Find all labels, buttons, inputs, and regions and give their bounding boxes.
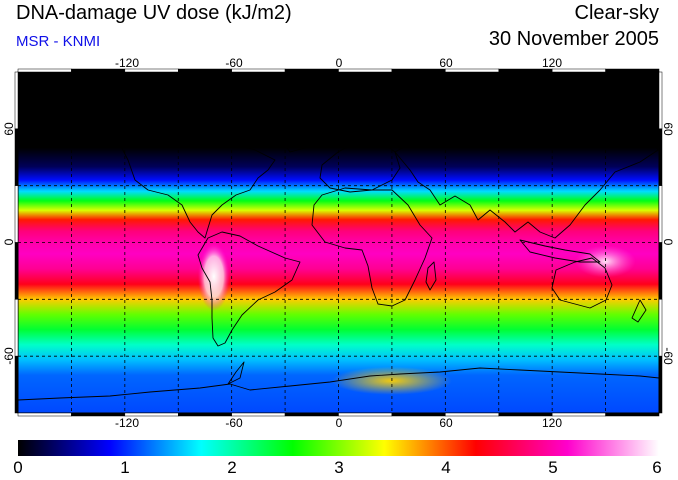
frame-tick-bottom — [284, 412, 339, 417]
lon-label-bottom: -60 — [225, 416, 243, 430]
lat-label-left: 60 — [2, 122, 16, 136]
lon-label-top: 0 — [336, 56, 343, 70]
coastline-north-america — [39, 104, 276, 239]
frame-tick-bottom — [605, 412, 660, 417]
sky-condition-label: Clear-sky — [574, 2, 659, 24]
frame-tick-left — [14, 128, 19, 186]
colorbar-label: 1 — [120, 458, 130, 477]
frame-tick-top — [178, 68, 232, 73]
frame-tick-bottom — [445, 412, 500, 417]
colorbar-label: 4 — [441, 458, 451, 477]
lat-label-left: -60 — [2, 347, 16, 365]
coastline-africa — [311, 187, 433, 307]
frame-tick-bottom — [178, 412, 232, 417]
lon-label-bottom: 120 — [542, 416, 562, 430]
lon-label-top: -60 — [225, 56, 243, 70]
frame-tick-top — [391, 68, 446, 73]
frame-tick-bottom — [338, 412, 393, 417]
date-label: 30 November 2005 — [488, 28, 659, 50]
coastline-europe — [319, 139, 401, 193]
lon-label-top: -120 — [115, 56, 139, 70]
lon-label-bottom: -120 — [115, 416, 139, 430]
coastline-asia — [394, 125, 659, 239]
uv-hotspot — [575, 245, 636, 278]
coastline-greenland — [269, 99, 331, 153]
colorbar-label: 3 — [334, 458, 344, 477]
uv-hotspot — [197, 242, 230, 311]
lat-label-right: 60 — [661, 122, 675, 136]
frame-tick-top — [284, 68, 339, 73]
frame-tick-bottom — [391, 412, 446, 417]
frame-tick-top — [17, 68, 72, 73]
colorbar — [18, 440, 659, 456]
frame-tick-top — [605, 68, 660, 73]
frame-tick-right — [658, 355, 663, 414]
coastline-madagascar — [425, 261, 437, 291]
coastline-antarctica — [18, 367, 659, 401]
colorbar-label: 5 — [548, 458, 558, 477]
lon-label-top: 60 — [439, 56, 453, 70]
colorbar-label: 2 — [227, 458, 237, 477]
lat-label-right: -60 — [661, 347, 675, 365]
lon-label-bottom: 0 — [336, 416, 343, 430]
lon-label-bottom: 60 — [439, 416, 453, 430]
frame-tick-right — [658, 128, 663, 186]
lat-label-left: 0 — [2, 238, 16, 245]
lat-label-right: 0 — [661, 239, 675, 246]
coastlines — [18, 99, 659, 401]
frame-tick-left — [14, 185, 19, 243]
frame-tick-bottom — [17, 412, 72, 417]
frame-tick-left — [14, 242, 19, 300]
coastline-indonesia — [519, 239, 601, 263]
uv-hotspots — [197, 242, 636, 395]
frame-tick-left — [14, 355, 19, 414]
colorbar-label: 6 — [652, 458, 662, 477]
frame-tick-top — [338, 68, 393, 73]
coastline-new-zealand — [631, 299, 647, 323]
frame-ticks — [14, 68, 663, 417]
frame-tick-right — [658, 185, 663, 243]
coastline-south-america — [197, 231, 301, 347]
coastline-antarctic-peninsula — [227, 361, 245, 385]
colorbar-label: 0 — [13, 458, 23, 477]
lon-label-top: 120 — [542, 56, 562, 70]
graticule — [18, 72, 659, 413]
source-label: MSR - KNMI — [16, 33, 101, 50]
frame-tick-top — [445, 68, 500, 73]
coastline-australia — [551, 257, 613, 309]
frame-tick-right — [658, 71, 663, 130]
map-title: DNA-damage UV dose (kJ/m2) — [16, 2, 292, 24]
frame-tick-left — [14, 71, 19, 130]
frame-tick-right — [658, 242, 663, 300]
